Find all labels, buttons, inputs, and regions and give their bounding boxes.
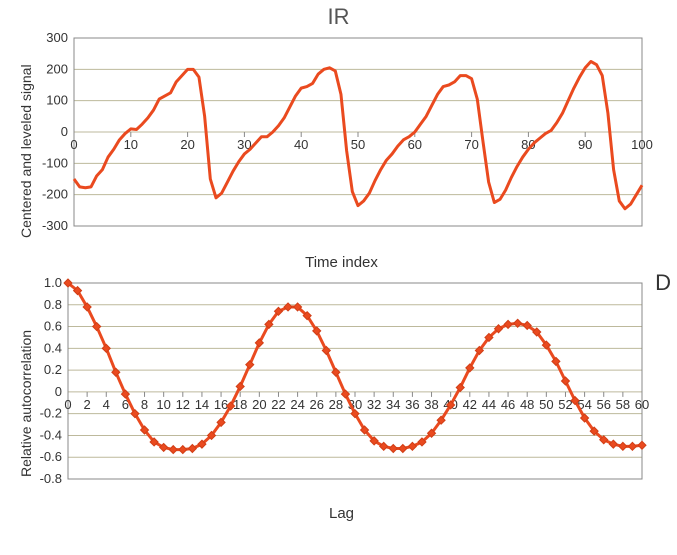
svg-text:48: 48 — [520, 397, 534, 412]
svg-text:10: 10 — [124, 137, 138, 152]
svg-text:22: 22 — [271, 397, 285, 412]
svg-text:56: 56 — [596, 397, 610, 412]
svg-text:-100: -100 — [42, 155, 68, 170]
chart-2-wrap: Relative autocorrelation -0.8 -0.6 -0.4 -0.… — [6, 277, 677, 522]
svg-text:24: 24 — [290, 397, 304, 412]
svg-text:46: 46 — [501, 397, 515, 412]
svg-text:60: 60 — [635, 397, 649, 412]
chart-2-xlabel: Lag — [6, 505, 677, 522]
data-marker — [169, 446, 177, 454]
data-marker — [628, 442, 636, 450]
svg-text:0: 0 — [61, 124, 68, 139]
svg-text:0.2: 0.2 — [44, 362, 62, 377]
svg-text:100: 100 — [46, 93, 68, 108]
svg-text:-0.8: -0.8 — [40, 471, 62, 486]
svg-text:-0.6: -0.6 — [40, 449, 62, 464]
data-marker — [389, 445, 397, 453]
chart-1-xlabel: Time index — [6, 254, 677, 271]
svg-text:100: 100 — [631, 137, 653, 152]
svg-text:28: 28 — [329, 397, 343, 412]
svg-text:70: 70 — [464, 137, 478, 152]
page-title: IR — [0, 4, 677, 30]
svg-text:20: 20 — [180, 137, 194, 152]
svg-text:50: 50 — [351, 137, 365, 152]
chart-1-wrap: Centered and leveled signal -300 -200 -100… — [6, 30, 677, 271]
chart-2-svg: -0.8-0.6-0.4-0.200.20.40.60.81.002468101… — [6, 277, 656, 499]
svg-text:36: 36 — [405, 397, 419, 412]
svg-text:200: 200 — [46, 61, 68, 76]
svg-text:44: 44 — [482, 397, 496, 412]
data-marker — [619, 442, 627, 450]
data-marker — [179, 446, 187, 454]
svg-text:0: 0 — [64, 397, 71, 412]
chart-2-ylabel: Relative autocorrelation — [18, 330, 34, 477]
svg-text:90: 90 — [578, 137, 592, 152]
data-marker — [399, 445, 407, 453]
svg-text:52: 52 — [558, 397, 572, 412]
chart-1-ylabel: Centered and leveled signal — [18, 64, 34, 238]
svg-text:32: 32 — [367, 397, 381, 412]
svg-text:-0.4: -0.4 — [40, 427, 62, 442]
svg-text:0: 0 — [70, 137, 77, 152]
svg-text:42: 42 — [463, 397, 477, 412]
svg-text:-300: -300 — [42, 218, 68, 233]
svg-text:-0.2: -0.2 — [40, 406, 62, 421]
svg-text:10: 10 — [156, 397, 170, 412]
svg-text:0.4: 0.4 — [44, 340, 62, 355]
svg-text:16: 16 — [214, 397, 228, 412]
svg-text:-200: -200 — [42, 187, 68, 202]
svg-text:1.0: 1.0 — [44, 277, 62, 290]
data-series-line — [68, 283, 642, 450]
svg-text:14: 14 — [195, 397, 209, 412]
svg-text:4: 4 — [103, 397, 110, 412]
svg-text:58: 58 — [616, 397, 630, 412]
svg-text:34: 34 — [386, 397, 400, 412]
svg-text:50: 50 — [539, 397, 553, 412]
svg-text:12: 12 — [176, 397, 190, 412]
svg-text:38: 38 — [424, 397, 438, 412]
svg-text:2: 2 — [84, 397, 91, 412]
svg-text:300: 300 — [46, 30, 68, 45]
svg-text:26: 26 — [309, 397, 323, 412]
svg-text:40: 40 — [294, 137, 308, 152]
svg-text:0.8: 0.8 — [44, 297, 62, 312]
svg-text:20: 20 — [252, 397, 266, 412]
svg-text:0: 0 — [55, 384, 62, 399]
svg-text:60: 60 — [408, 137, 422, 152]
svg-text:8: 8 — [141, 397, 148, 412]
data-marker — [638, 441, 646, 449]
svg-text:0.6: 0.6 — [44, 319, 62, 334]
chart-1-svg: -300-200-1000100200300010203040506070809… — [6, 30, 656, 248]
